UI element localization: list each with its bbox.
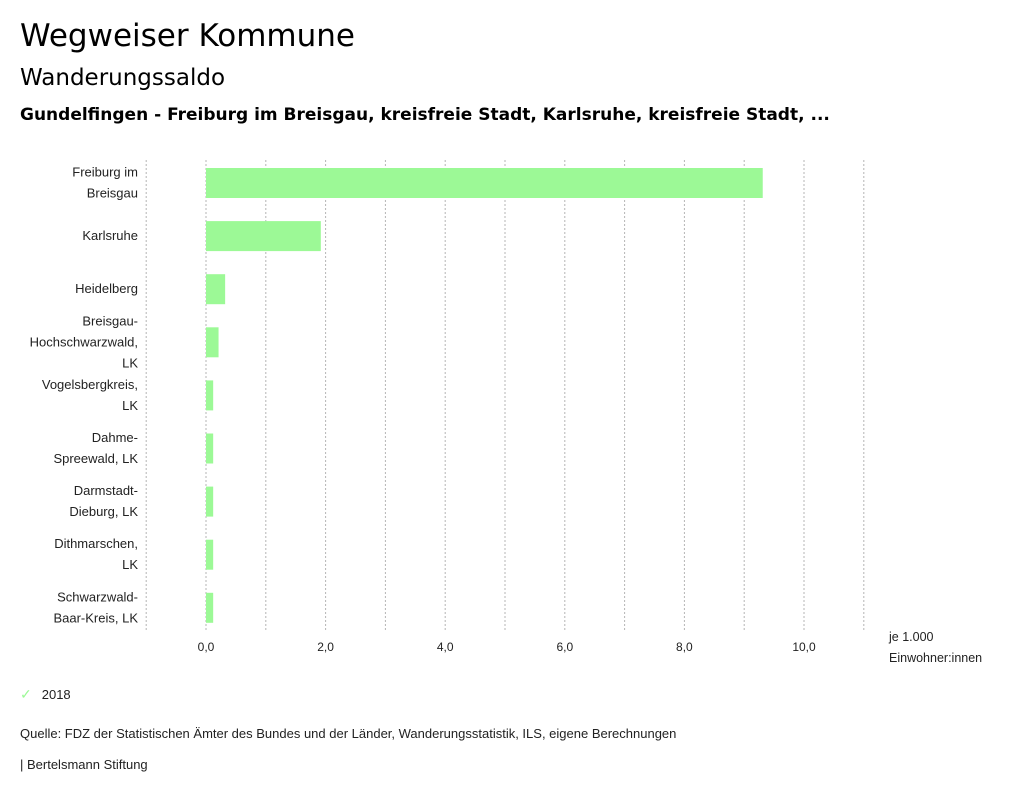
bar[interactable] <box>206 380 214 411</box>
category-label: Dahme- <box>92 430 138 445</box>
bar[interactable] <box>206 539 214 570</box>
region-selection: Gundelfingen - Freiburg im Breisgau, kre… <box>20 105 830 125</box>
unit-line-2: Einwohner:innen <box>889 651 983 665</box>
category-label: Spreewald, LK <box>53 451 138 466</box>
x-tick-label: 2,0 <box>317 640 334 654</box>
source-note: Quelle: FDZ der Statistischen Ämter des … <box>20 726 677 741</box>
category-label: Karlsruhe <box>82 228 138 243</box>
bar-chart: Freiburg im Breisgau Karlsruhe Heidelberg Br… <box>30 160 865 654</box>
bar[interactable] <box>206 168 763 198</box>
bar[interactable] <box>206 486 214 517</box>
category-label: Vogelsbergkreis, <box>42 377 138 392</box>
category-label: Dieburg, LK <box>69 504 138 519</box>
category-label: Freiburg im <box>72 165 138 180</box>
category-label: LK <box>122 398 138 413</box>
category-label: LK <box>122 355 138 370</box>
category-label: Breisgau <box>87 186 138 201</box>
x-tick-label: 6,0 <box>556 640 573 654</box>
category-label: LK <box>122 557 138 572</box>
bar[interactable] <box>206 221 321 252</box>
category-label: Dithmarschen, <box>54 536 138 551</box>
category-label: Baar-Kreis, LK <box>53 610 138 625</box>
x-tick-label: 10,0 <box>792 640 816 654</box>
bar[interactable] <box>206 592 214 623</box>
legend-label: 2018 <box>41 687 71 702</box>
bar[interactable] <box>206 433 214 464</box>
app-title: Wegweiser Kommune <box>20 18 355 54</box>
credit-note[interactable]: | Bertelsmann Stiftung <box>20 757 148 772</box>
category-label: Schwarzwald- <box>57 589 138 604</box>
x-tick-label: 8,0 <box>676 640 693 654</box>
chart-subtitle: Wanderungssaldo <box>20 65 226 91</box>
category-label: Hochschwarzwald, <box>30 334 138 349</box>
category-label: Heidelberg <box>75 281 138 296</box>
x-axis-unit-label: je 1.000 Einwohner:innen <box>889 627 982 669</box>
legend-item-2018[interactable]: ✓ 2018 <box>20 686 71 703</box>
bar[interactable] <box>206 274 226 305</box>
x-tick-label: 0,0 <box>198 640 215 654</box>
check-icon: ✓ <box>20 686 32 702</box>
unit-line-1: je 1.000 <box>889 630 934 644</box>
x-tick-label: 4,0 <box>437 640 454 654</box>
bar[interactable] <box>206 327 219 358</box>
category-label: Darmstadt- <box>74 483 138 498</box>
category-label: Breisgau- <box>82 313 138 328</box>
